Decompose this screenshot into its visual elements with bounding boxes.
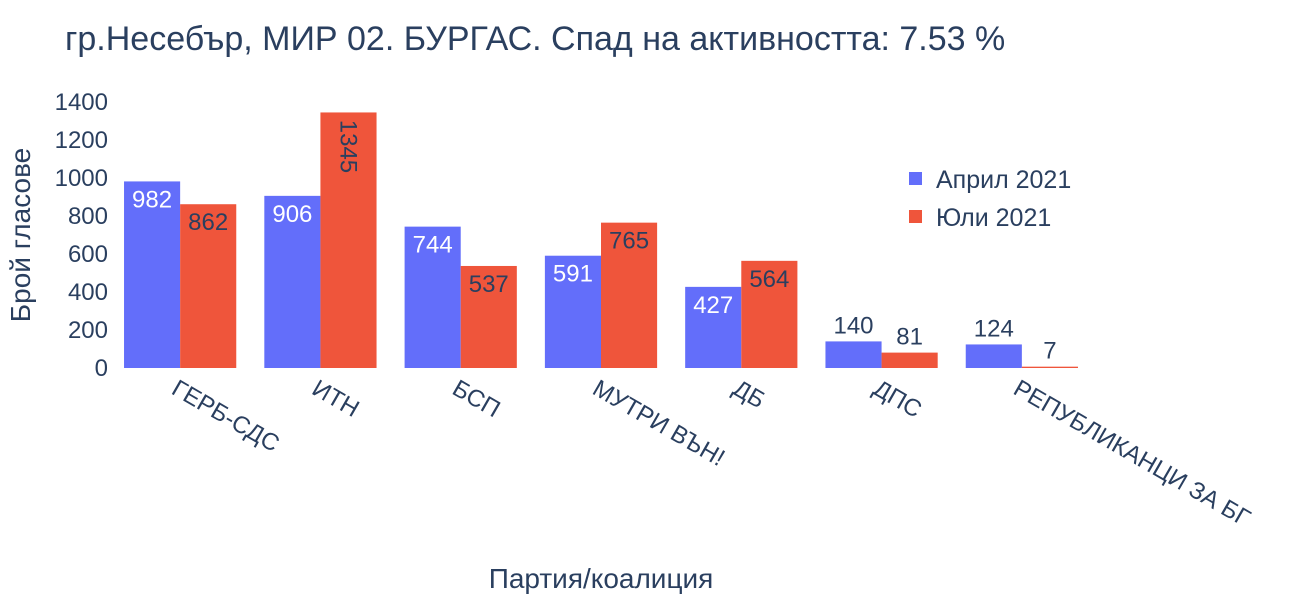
x-axis: ГЕРБ-СДС ИТН БСП МУТРИ ВЪН! ДБ ДПС РЕПУБЛИКАНЦ… [167, 375, 1254, 532]
y-axis: 0 200 400 600 800 1000 1200 1400 [55, 89, 108, 382]
bar-value-label: 7 [1043, 338, 1056, 365]
legend: Април 2021 Юли 2021 [909, 166, 1071, 232]
legend-label: Юли 2021 [936, 204, 1051, 232]
y-axis-title: Брой гласове [5, 148, 36, 322]
bar-value-label: 862 [188, 209, 228, 236]
y-tick-label: 800 [68, 203, 108, 230]
x-tick-label: ДБ [728, 375, 769, 414]
bar-value-label: 591 [553, 261, 593, 288]
bar-value-label: 124 [974, 315, 1014, 342]
bar [124, 181, 181, 368]
y-tick-label: 400 [68, 279, 108, 306]
y-tick-label: 1000 [55, 165, 108, 192]
bar [180, 204, 237, 368]
bar [404, 226, 461, 368]
bar [460, 265, 517, 368]
bar-value-label: 744 [413, 232, 453, 259]
bars [124, 112, 1078, 368]
x-tick-label: БСП [448, 375, 505, 423]
bar [1021, 366, 1078, 368]
bar-labels: 982 906 744 591 427 140 124 862 1345 537 765 564 81 7 [132, 120, 1057, 365]
y-tick-label: 1400 [55, 89, 108, 116]
bar-value-label: 982 [132, 186, 172, 213]
bar-value-label: 427 [693, 292, 733, 319]
x-tick-label: ДПС [869, 375, 927, 424]
bar-value-label: 564 [749, 266, 789, 293]
legend-label: Април 2021 [936, 166, 1071, 194]
bar-value-label: 81 [896, 324, 923, 351]
bar-value-label: 906 [272, 201, 312, 228]
x-axis-title: Партия/коалиция [489, 563, 714, 594]
bar [881, 352, 938, 368]
x-tick-label: ГЕРБ-СДС [167, 375, 284, 458]
bar [264, 195, 321, 368]
y-tick-label: 200 [68, 317, 108, 344]
bar [741, 260, 798, 368]
y-tick-label: 0 [95, 355, 108, 382]
bar-value-label: 140 [833, 312, 873, 339]
legend-swatch [909, 172, 922, 185]
bar [685, 286, 742, 368]
bar [965, 344, 1022, 368]
y-tick-label: 600 [68, 241, 108, 268]
bar [544, 255, 601, 368]
x-tick-label: РЕПУБЛИКАНЦИ ЗА БГ [1009, 375, 1255, 532]
bar-value-label: 537 [469, 271, 509, 298]
x-tick-label: МУТРИ ВЪН! [588, 375, 729, 472]
legend-swatch [909, 210, 922, 223]
x-tick-label: ИТН [307, 375, 363, 423]
bar-value-label: 765 [609, 228, 649, 255]
bar [320, 112, 377, 368]
y-tick-label: 1200 [55, 127, 108, 154]
bar [825, 341, 882, 368]
chart-title: гр.Несебър, МИР 02. БУРГАС. Спад на акти… [65, 20, 1005, 58]
bar [601, 222, 658, 368]
bar-value-label: 1345 [334, 120, 361, 173]
